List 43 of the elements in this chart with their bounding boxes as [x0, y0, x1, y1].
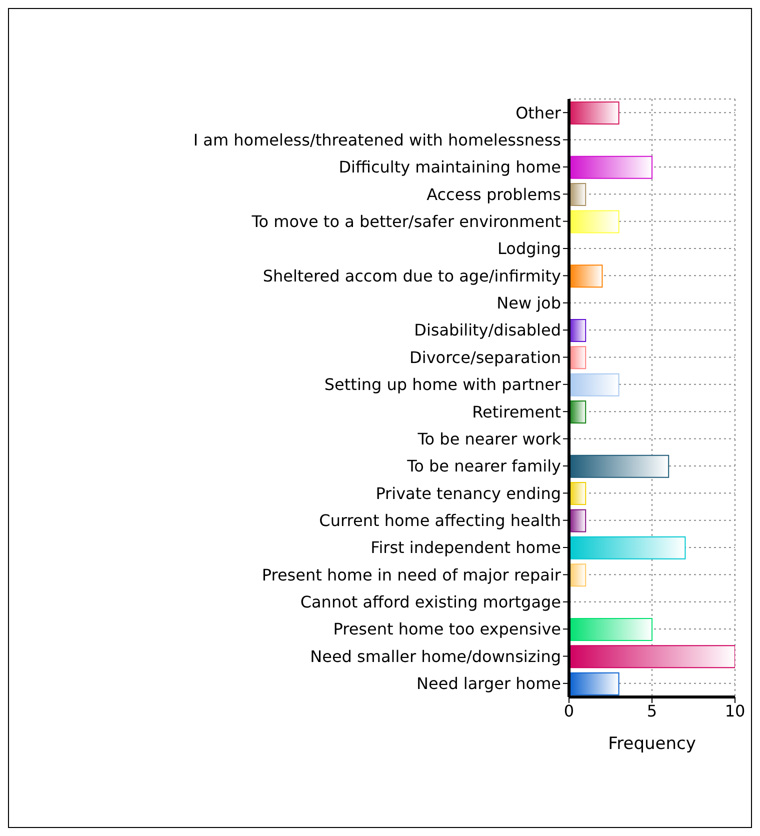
bar	[569, 183, 586, 206]
bar	[569, 346, 586, 370]
bar	[569, 645, 735, 668]
y-tick-label: Present home in need of major repair	[262, 565, 562, 584]
bar	[569, 400, 586, 424]
y-tick-label: Current home affecting health	[319, 511, 561, 530]
x-tick-label: 0	[564, 701, 574, 720]
y-tick-label: To be nearer family	[406, 456, 561, 476]
y-tick-label: Difficulty maintaining home	[338, 158, 561, 177]
bar	[569, 210, 620, 234]
bar	[569, 264, 603, 288]
bar	[569, 536, 686, 560]
x-axis-title: Frequency	[608, 734, 696, 754]
y-tick-label: Present home too expensive	[333, 620, 561, 639]
bar	[569, 564, 586, 587]
y-tick-label: I am homeless/threatened with homelessness	[193, 130, 561, 150]
y-tick-label: Need larger home	[416, 674, 561, 694]
y-tick-label: Access problems	[426, 184, 561, 204]
bar	[569, 454, 670, 478]
y-tick-label: New job	[496, 294, 561, 313]
bar	[569, 156, 652, 179]
y-tick-label: Lodging	[498, 239, 561, 258]
x-tick-label: 5	[646, 701, 658, 720]
y-tick-label: Divorce/separation	[410, 348, 561, 367]
y-tick-label: Disability/disabled	[414, 320, 561, 340]
y-tick-label: Other	[516, 103, 562, 122]
y-tick-label: To move to a better/safer environment	[250, 212, 561, 231]
bar	[569, 672, 620, 696]
y-tick-label: Cannot afford existing mortgage	[300, 592, 561, 612]
bar	[569, 102, 620, 124]
bar	[569, 373, 620, 396]
y-tick-label: Sheltered accom due to age/infirmity	[262, 266, 561, 286]
y-tick-label: Need smaller home/downsizing	[310, 646, 561, 666]
y-tick-label: Setting up home with partner	[324, 375, 562, 394]
bar	[569, 482, 586, 506]
bar	[569, 618, 652, 641]
bar	[569, 509, 586, 532]
y-tick-label: First independent home	[370, 538, 561, 558]
x-tick-label: 10	[724, 701, 746, 720]
bar	[569, 318, 586, 342]
y-tick-label: To be nearer work	[416, 429, 562, 448]
y-tick-label: Retirement	[472, 402, 561, 422]
y-tick-label: Private tenancy ending	[376, 484, 561, 503]
